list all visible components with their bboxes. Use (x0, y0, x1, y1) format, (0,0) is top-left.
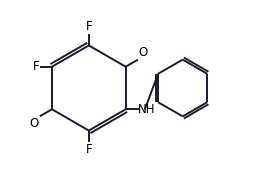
Text: O: O (138, 46, 148, 59)
Text: F: F (86, 143, 92, 156)
Text: O: O (30, 117, 39, 130)
Text: NH: NH (138, 103, 156, 116)
Text: F: F (86, 20, 92, 33)
Text: F: F (33, 60, 40, 73)
